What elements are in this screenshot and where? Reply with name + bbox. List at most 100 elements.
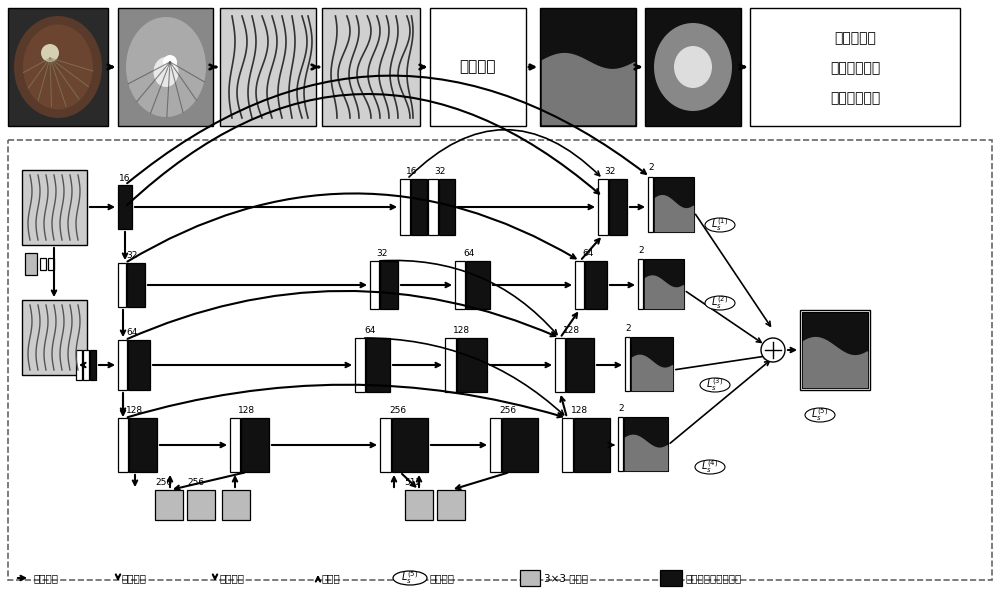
Text: 32: 32 [376,249,388,258]
Bar [220,8,316,126]
Bar [625,337,630,391]
Bar [40,258,46,270]
Bar [638,259,643,309]
Bar [555,338,565,392]
Text: 椭圆拟合；: 椭圆拟合； [834,31,876,45]
Bar [466,261,490,309]
Bar [562,418,573,472]
Text: 最大池化: 最大池化 [219,573,244,583]
Ellipse shape [700,378,730,392]
Text: 128: 128 [571,406,589,415]
Bar [155,490,183,520]
Bar [802,312,868,388]
Bar [118,185,132,229]
Text: 3×3 卷积核: 3×3 卷积核 [544,573,588,583]
Text: 残差多尺度卷积模块: 残差多尺度卷积模块 [686,573,742,583]
Bar [76,350,82,380]
Text: 2: 2 [625,324,631,333]
Bar [48,258,54,270]
Bar [129,418,157,472]
Bar [22,170,87,245]
Bar [430,8,526,126]
Ellipse shape [163,55,177,69]
Text: 32: 32 [604,167,616,176]
Bar [609,179,627,235]
Bar [585,261,607,309]
Ellipse shape [695,460,725,474]
Bar [370,261,379,309]
Bar [428,179,438,235]
Bar [405,490,433,520]
Bar [598,179,608,235]
Bar [645,8,741,126]
Text: 128: 128 [453,326,471,335]
Bar [22,300,87,375]
Ellipse shape [674,46,712,88]
Text: $L_s^{(1)}$: $L_s^{(1)}$ [711,216,729,234]
Bar [118,263,126,307]
Bar [624,417,668,471]
Bar [392,418,428,472]
Ellipse shape [705,296,735,310]
Text: 64: 64 [582,249,594,258]
Bar [540,8,636,126]
Text: 128: 128 [563,326,581,335]
Bar [366,338,390,392]
Bar [83,350,89,380]
Text: 16: 16 [406,167,418,176]
Text: 256: 256 [389,406,407,415]
Text: $L_s^{(5)}$: $L_s^{(5)}$ [811,406,829,424]
Text: 64: 64 [126,328,138,337]
Ellipse shape [23,25,93,110]
Bar [520,570,540,586]
Bar [118,340,127,390]
Bar [750,8,960,126]
Ellipse shape [654,23,732,111]
Text: 特征融合: 特征融合 [33,573,58,583]
Bar [380,418,391,472]
Bar [455,261,465,309]
Bar [127,263,145,307]
Text: 2: 2 [638,246,644,255]
Bar [631,337,673,391]
Text: 32: 32 [434,167,446,176]
Text: 平均池化: 平均池化 [122,573,147,583]
Text: 诊断青光眼。: 诊断青光眼。 [830,91,880,105]
Bar [660,570,682,586]
Text: 256: 256 [155,478,173,487]
Ellipse shape [126,17,206,117]
Text: 64: 64 [364,326,376,335]
Bar [575,261,584,309]
Bar [800,310,870,390]
Ellipse shape [154,57,178,87]
Text: 计算杯盘比；: 计算杯盘比； [830,61,880,75]
Text: $L_s^{(2)}$: $L_s^{(2)}$ [711,295,729,311]
Bar [400,179,410,235]
Text: 128: 128 [126,406,144,415]
Text: 64: 64 [463,249,475,258]
Text: 反卷积: 反卷积 [322,573,341,583]
Ellipse shape [41,44,59,62]
Bar [502,418,538,472]
Bar [90,350,96,380]
Bar [230,418,240,472]
Bar [8,140,992,580]
Text: 2: 2 [618,404,624,413]
Text: $L_s^{(4)}$: $L_s^{(4)}$ [701,459,719,476]
Bar [648,177,653,232]
Bar [457,338,487,392]
Bar [222,490,250,520]
Ellipse shape [705,218,735,232]
Bar [241,418,269,472]
Ellipse shape [805,408,835,422]
Bar [574,418,610,472]
Text: 256: 256 [187,478,205,487]
Text: $L_s^{(3)}$: $L_s^{(3)}$ [706,376,724,394]
Bar [644,259,684,309]
Bar [118,418,128,472]
Bar [8,8,108,126]
Bar [437,490,465,520]
Text: 256: 256 [499,406,517,415]
Bar [322,8,420,126]
Bar [566,338,594,392]
